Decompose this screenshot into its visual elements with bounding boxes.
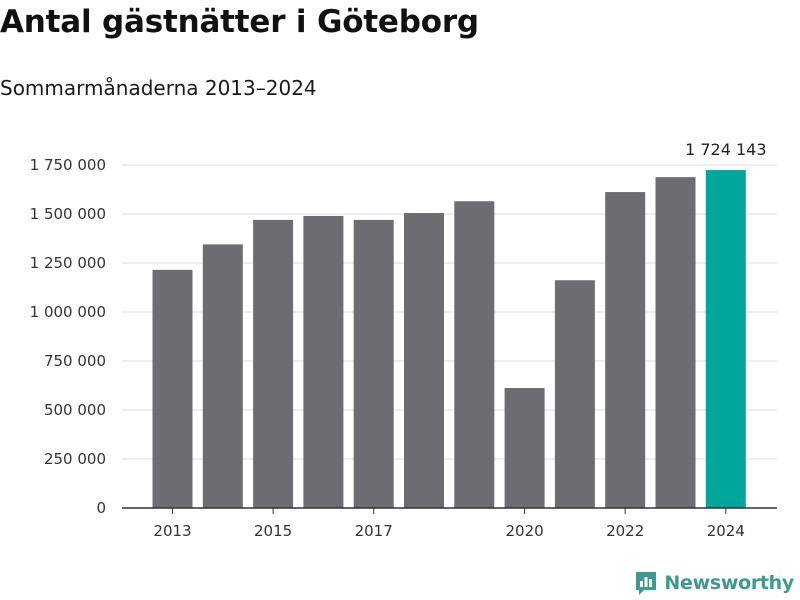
bar-2017 — [353, 219, 394, 508]
y-tick-label: 1 500 000 — [30, 205, 106, 223]
bar-2015 — [253, 219, 294, 508]
y-tick-label: 1 750 000 — [30, 156, 106, 174]
brand-name: Newsworthy — [664, 572, 794, 594]
bar-2019 — [454, 201, 495, 508]
newsworthy-logo-icon — [636, 572, 657, 595]
bars — [152, 170, 746, 509]
bar-2022 — [605, 192, 646, 508]
bar-2024 — [705, 170, 746, 508]
x-axis-labels: 2013 2015 2017 2020 2022 2024 — [153, 508, 745, 540]
x-tick-label: 2020 — [506, 522, 544, 540]
bar-2020 — [504, 388, 545, 508]
bar-2013 — [152, 269, 193, 508]
y-tick-label: 500 000 — [44, 401, 106, 419]
bar-2021 — [554, 280, 595, 508]
x-tick-label: 2015 — [254, 522, 292, 540]
x-tick-label: 2013 — [153, 522, 191, 540]
bar-2016 — [303, 215, 344, 508]
y-tick-label: 250 000 — [44, 450, 106, 468]
bar-value-label: 1 724 143 — [685, 140, 766, 159]
x-tick-label: 2017 — [355, 522, 393, 540]
y-tick-label: 0 — [96, 499, 106, 517]
y-axis-labels: 0 250 000 500 000 750 000 1 000 000 1 250 000… — [30, 156, 106, 517]
y-tick-label: 1 250 000 — [30, 254, 106, 272]
data-labels: 1 724 143 — [685, 140, 766, 159]
chart-title: Antal gästnätter i Göteborg — [0, 4, 479, 40]
bar-2014 — [202, 244, 243, 508]
y-tick-label: 750 000 — [44, 352, 106, 370]
x-tick-label: 2022 — [606, 522, 644, 540]
bar-2018 — [404, 213, 444, 508]
bar-2023 — [655, 177, 696, 509]
chart-subtitle: Sommarmånaderna 2013–2024 — [0, 76, 317, 100]
x-tick-label: 2024 — [707, 522, 745, 540]
y-tick-label: 1 000 000 — [30, 303, 106, 321]
brand-logo: Newsworthy — [634, 570, 794, 596]
